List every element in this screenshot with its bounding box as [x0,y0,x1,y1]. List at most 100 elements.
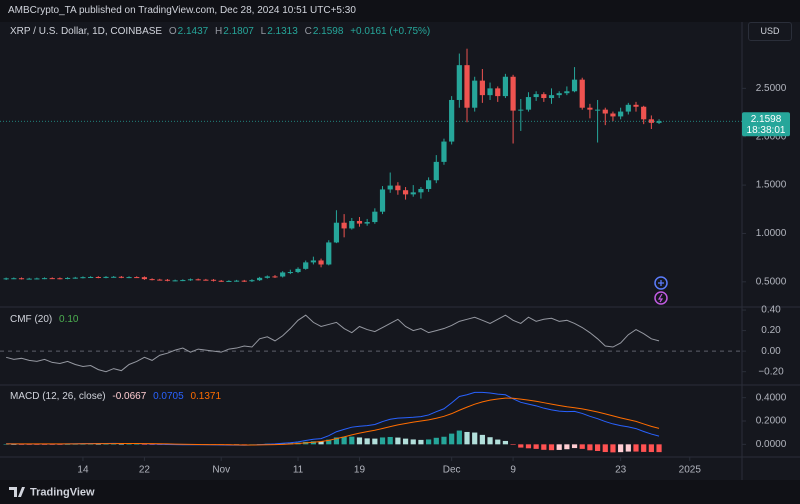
histogram-bar [502,440,509,445]
histogram-bar [648,444,654,453]
histogram-bar [3,444,9,445]
histogram-bar [464,431,470,445]
candle-body [426,180,432,189]
histogram-bar [618,444,624,453]
histogram-bar [118,444,124,445]
candle-body [618,111,624,117]
x-tick-label: 19 [354,465,366,476]
candle-body [379,189,386,212]
candle-body [418,188,424,193]
indicator-value: 0.10 [59,314,79,325]
top-bar [0,0,800,22]
histogram-bar [310,441,316,445]
signal-value: 0.1371 [190,391,222,402]
candle-body [433,161,439,181]
candle-body [164,279,171,281]
histogram-bar [326,439,332,445]
candle-body [625,104,631,112]
histogram-bar [441,436,447,445]
cmf-legend: CMF (20) 0.10 [10,314,82,325]
footer-bar [0,480,800,504]
candle-body [656,121,662,123]
candle-body [495,88,501,97]
ohlc-key: O [168,26,177,37]
candle-body [579,79,585,108]
x-tick-label: 9 [510,465,516,476]
histogram-bar [571,444,578,449]
histogram-bar [111,444,117,445]
y-tick-label: 0.40 [761,305,781,316]
histogram-bar [387,436,393,445]
candle-body [594,109,601,111]
candle-body [602,109,608,114]
ohlc-value: 2.1313 [267,26,298,37]
indicator-line [6,314,660,373]
histogram-bar [34,444,40,445]
candle-body [118,276,124,278]
histogram-bar [548,444,555,451]
candle-body [587,107,593,110]
price-badge-value: 2.1598 [751,114,782,125]
candle-body [333,222,340,243]
histogram-bar [18,444,25,445]
histogram-bar [426,439,432,445]
histogram-bar [472,432,478,445]
histogram-bar [410,439,416,445]
price-badge-countdown: 18:38:01 [747,125,786,136]
y-tick-label: 0.2000 [756,416,787,427]
candle-body [88,276,94,278]
histogram-bar [533,444,539,449]
currency-button[interactable]: USD [748,22,792,41]
candle-body [472,80,478,108]
candle-body [402,190,409,195]
indicator-icon[interactable] [654,276,668,290]
candle-body [280,272,286,277]
candle-body [479,80,485,96]
histogram-bar [402,438,409,445]
candle-body [518,109,524,111]
candle-body [34,278,40,280]
candle-body [310,260,316,263]
histogram-bar [141,444,148,445]
y-tick-label: 0.5000 [756,276,787,287]
candle-body [126,277,132,279]
candle-body [456,65,462,100]
candle-body [11,278,17,280]
histogram-bar [395,437,401,445]
histogram-bar [633,444,639,452]
y-tick-label: 0.4000 [756,392,787,403]
candle-body [218,280,224,282]
candle-body [533,94,539,98]
publisher-line: AMBCrypto_TA published on TradingView.co… [8,5,360,16]
candle-body [372,211,378,223]
candle-body [633,104,639,107]
candles [3,48,662,283]
histogram-bar [379,437,386,445]
candle-body [249,280,255,282]
candle-body [349,220,355,229]
histogram-bar [372,438,378,445]
x-tick-label: Nov [212,465,230,476]
candle-body [26,278,32,280]
candle-body [95,276,101,278]
histogram-bar [349,436,355,445]
candle-body [187,279,194,281]
macd-value: 0.0705 [153,391,184,402]
currency: USD [760,26,780,36]
candle-body [3,278,9,280]
alert-icon[interactable] [654,291,668,305]
histogram-bar [556,444,562,450]
candle-body [111,276,117,278]
histogram-bar [510,444,516,445]
y-tick-label: 2.0000 [756,131,787,142]
histogram-bar [541,444,547,450]
histogram-bar [280,443,286,445]
candle-body [180,280,186,282]
histogram-bar [518,444,524,448]
candle-body [149,279,155,281]
histogram-bar [433,437,439,445]
candle-body [525,97,532,110]
indicator-title: CMF (20) [10,314,53,325]
candle-body [303,262,309,269]
